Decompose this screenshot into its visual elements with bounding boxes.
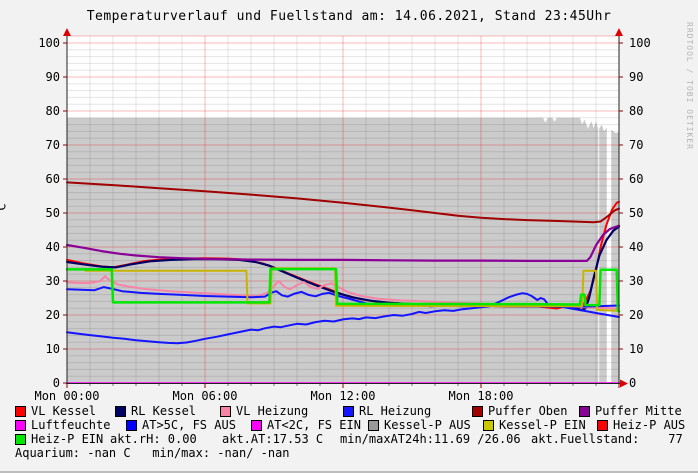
- legend-label: Luftfeuchte: [31, 418, 111, 432]
- series-puffer-oben: [66, 181, 620, 224]
- legend-swatch: [220, 406, 231, 417]
- series-vl-heizung: [66, 275, 620, 310]
- area-kessel-p-aus: [67, 117, 619, 384]
- y-tick-label-left: 0: [52, 376, 60, 390]
- legend-label: Aquarium: -nan C min/max: -nan/ -nan: [15, 446, 290, 460]
- y-axis-arrow-right: [615, 28, 623, 36]
- y-tick-label-right: 80: [629, 104, 644, 118]
- y-tick-label-left: 10: [45, 342, 60, 356]
- y-tick-label-right: 40: [629, 240, 644, 254]
- y-tick-label-right: 50: [629, 206, 644, 220]
- legend-swatch: [126, 420, 137, 431]
- legend-label: VL Heizung: [236, 404, 309, 418]
- legend-swatch: [597, 420, 608, 431]
- rrdtool-watermark: RRDTOOL / TOBI OETIKER: [685, 22, 694, 150]
- y-tick-label-right: 90: [629, 70, 644, 84]
- y-tick-label-left: 30: [45, 274, 60, 288]
- y-tick-label-left: 20: [45, 308, 60, 322]
- legend-label: AT<2C, FS EIN: [267, 418, 361, 432]
- y-tick-label-left: 60: [45, 172, 60, 186]
- legend-swatch: [15, 406, 26, 417]
- legend-label: Puffer Oben: [488, 404, 568, 418]
- y-axis-arrow-left: [63, 28, 71, 36]
- y-tick-label-right: 30: [629, 274, 644, 288]
- series-puffer-mitte: [65, 224, 621, 262]
- legend-label: RL Kessel: [131, 404, 197, 418]
- legend-label: Heiz-P AUS: [613, 418, 686, 432]
- y-tick-label-left: 100: [38, 36, 60, 50]
- legend-label: akt.Fuellstand: 77: [531, 432, 683, 446]
- series-at-aussen: [66, 292, 620, 345]
- y-tick-label-right: 0: [629, 376, 637, 390]
- area-gap: [606, 36, 612, 382]
- y-tick-label-right: 70: [629, 138, 644, 152]
- legend-swatch: [15, 434, 26, 445]
- x-tick-label: Mon 12:00: [310, 389, 376, 403]
- y-tick-label-right: 20: [629, 308, 644, 322]
- y-axis-unit-label: C: [0, 203, 9, 210]
- legend-label: Heiz-P EIN: [31, 432, 104, 446]
- legend-label: Kessel-P AUS: [384, 418, 471, 432]
- y-tick-label-left: 40: [45, 240, 60, 254]
- graph-title: Temperaturverlauf und Fuellstand am: 14.…: [86, 9, 612, 24]
- y-tick-label-right: 10: [629, 342, 644, 356]
- x-tick-label: Mon 00:00: [34, 389, 100, 403]
- y-tick-label-left: 70: [45, 138, 60, 152]
- legend-swatch: [251, 420, 262, 431]
- x-axis-arrow: [620, 379, 628, 388]
- legend-label: VL Kessel: [31, 404, 97, 418]
- x-tick-label: Mon 18:00: [448, 389, 514, 403]
- y-tick-label-left: 50: [45, 206, 60, 220]
- legend-label: akt.AT:17.53 C: [222, 432, 324, 446]
- y-tick-label-right: 60: [629, 172, 644, 186]
- y-tick-label-left: 90: [45, 70, 60, 84]
- legend-swatch: [368, 420, 379, 431]
- y-tick-label-left: 80: [45, 104, 60, 118]
- series-rl-kessel: [65, 225, 621, 312]
- legend-label: AT>5C, FS AUS: [142, 418, 236, 432]
- legend-swatch: [483, 420, 494, 431]
- y-tick-label-right: 100: [629, 36, 651, 50]
- series-heiz-p-ein: [65, 267, 621, 313]
- legend-swatch: [579, 406, 590, 417]
- legend-label: RL Heizung: [359, 404, 432, 418]
- x-tick-label: Mon 06:00: [172, 389, 238, 403]
- legend-label: Puffer Mitte: [595, 404, 682, 418]
- area-gap: [598, 36, 600, 382]
- legend-label: akt.rH: 0.00: [110, 432, 197, 446]
- legend-label: Kessel-P EIN: [499, 418, 586, 432]
- legend-swatch: [115, 406, 126, 417]
- legend-swatch: [343, 406, 354, 417]
- legend-label: min/maxAT24h:11.69 /26.06: [340, 432, 521, 446]
- legend-swatch: [15, 420, 26, 431]
- legend-swatch: [472, 406, 483, 417]
